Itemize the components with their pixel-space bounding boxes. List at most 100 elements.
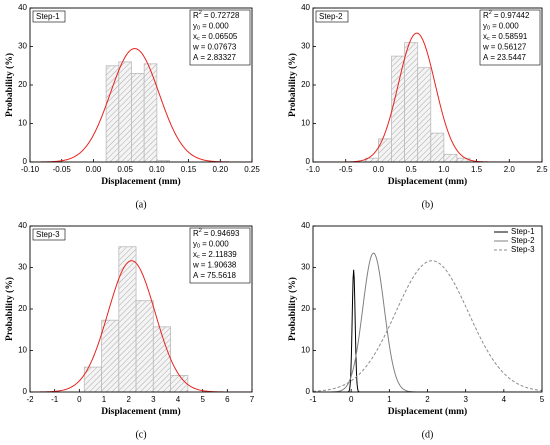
fit-param: xc = 2.11839	[193, 250, 237, 260]
bar	[430, 132, 445, 163]
step-label: Step-2	[319, 12, 343, 21]
caption: (c)	[135, 429, 146, 440]
plot-frame	[29, 7, 253, 163]
y-tick-label: 40	[18, 221, 27, 230]
fit-box	[189, 9, 251, 66]
param-op: =	[201, 261, 206, 270]
param-value: 0.06505	[208, 32, 237, 41]
param-script: c	[197, 254, 200, 260]
param-op: =	[492, 32, 497, 41]
fit-param: w = 0.56127	[482, 43, 527, 52]
param-value: 0.72728	[211, 11, 240, 20]
x-tick-label: 0.00	[86, 165, 102, 174]
fit-param: R2 = 0.97442	[483, 10, 530, 20]
x-tick-label: 1	[102, 395, 107, 404]
fit-param: y0 = 0.000	[483, 22, 519, 32]
bar	[118, 61, 132, 163]
param-op: =	[202, 240, 207, 249]
x-tick-label: 4	[502, 395, 507, 404]
x-tick-label: -1	[51, 395, 59, 404]
param-value: 0.000	[499, 22, 520, 31]
param-symbol: R	[193, 11, 199, 20]
param-value: 0.56127	[497, 43, 526, 52]
x-tick-label: 7	[250, 395, 255, 404]
x-tick-label: 2	[425, 395, 430, 404]
param-value: 2.11839	[208, 250, 237, 259]
legend-label: Step-3	[511, 245, 535, 254]
param-symbol: x	[193, 250, 197, 259]
bar	[417, 67, 432, 163]
param-symbol: x	[483, 32, 487, 41]
fit-box	[479, 9, 541, 66]
caption: (b)	[422, 199, 434, 210]
x-tick-label: -1	[309, 395, 317, 404]
param-script: 2	[199, 228, 202, 234]
x-tick-label: 5	[540, 395, 545, 404]
y-axis-label: Probability (%)	[4, 277, 15, 341]
x-tick-label: 2.0	[504, 165, 516, 174]
param-op: =	[200, 53, 205, 62]
param-symbol: w	[192, 43, 199, 52]
bar	[170, 374, 189, 393]
param-symbol: w	[192, 261, 199, 270]
y-tick-label: 40	[301, 3, 310, 12]
x-tick-label: 0.5	[406, 165, 418, 174]
x-tick-label: 0.0	[373, 165, 385, 174]
fit-param: xc = 0.58591	[483, 32, 528, 42]
x-tick-label: 4	[176, 395, 181, 404]
param-op: =	[201, 43, 206, 52]
x-tick-label: 1.5	[471, 165, 483, 174]
param-value: 0.000	[209, 22, 230, 31]
y-tick-label: 10	[301, 346, 310, 355]
param-script: 0	[197, 26, 200, 32]
bar	[131, 73, 145, 163]
x-axis-label: Displacement (mm)	[101, 406, 180, 417]
param-value: 0.07673	[207, 43, 236, 52]
y-tick-label: 20	[18, 80, 27, 89]
x-tick-label: 2.5	[536, 165, 548, 174]
fit-param: w = 1.90638	[192, 261, 237, 270]
bar	[378, 138, 392, 163]
param-symbol: x	[193, 32, 197, 41]
y-tick-label: 10	[18, 346, 27, 355]
x-tick-label: 0.25	[244, 165, 260, 174]
param-op: =	[202, 250, 207, 259]
legend-label: Step-2	[511, 236, 535, 245]
y-tick-label: 10	[301, 119, 310, 128]
bar	[135, 300, 154, 393]
x-axis-label: Displacement (mm)	[388, 176, 467, 187]
x-tick-label: -2	[26, 395, 34, 404]
plot-frame	[312, 7, 543, 163]
bar	[456, 157, 471, 163]
bar	[404, 42, 419, 163]
param-symbol: w	[482, 43, 489, 52]
param-value: 0.94693	[211, 229, 240, 238]
param-value: 1.90638	[207, 261, 236, 270]
fit-param: xc = 0.06505	[193, 32, 238, 42]
x-tick-label: 3	[463, 395, 468, 404]
step-label: Step-1	[36, 12, 60, 21]
param-op: =	[202, 22, 207, 31]
x-tick-label: 0.10	[149, 165, 165, 174]
param-op: =	[494, 11, 499, 20]
y-tick-label: 40	[301, 221, 310, 230]
fit-box	[189, 227, 251, 284]
bar	[118, 246, 137, 393]
y-axis-label: Probability (%)	[287, 277, 298, 341]
param-op: =	[492, 22, 497, 31]
y-tick-label: 0	[306, 157, 311, 166]
param-symbol: y	[483, 22, 487, 31]
x-tick-label: 0	[349, 395, 354, 404]
fit-param: y0 = 0.000	[193, 240, 229, 250]
y-tick-label: 20	[301, 80, 310, 89]
x-tick-label: 0	[77, 395, 82, 404]
param-value: 2.83327	[207, 53, 236, 62]
param-symbol: A	[193, 271, 199, 280]
y-tick-label: 30	[301, 263, 310, 272]
fit-curve	[30, 48, 252, 162]
x-axis-label: Displacement (mm)	[388, 406, 467, 417]
fit-param: R2 = 0.72728	[193, 10, 240, 20]
bar	[443, 153, 458, 163]
x-tick-label: -0.10	[21, 165, 40, 174]
